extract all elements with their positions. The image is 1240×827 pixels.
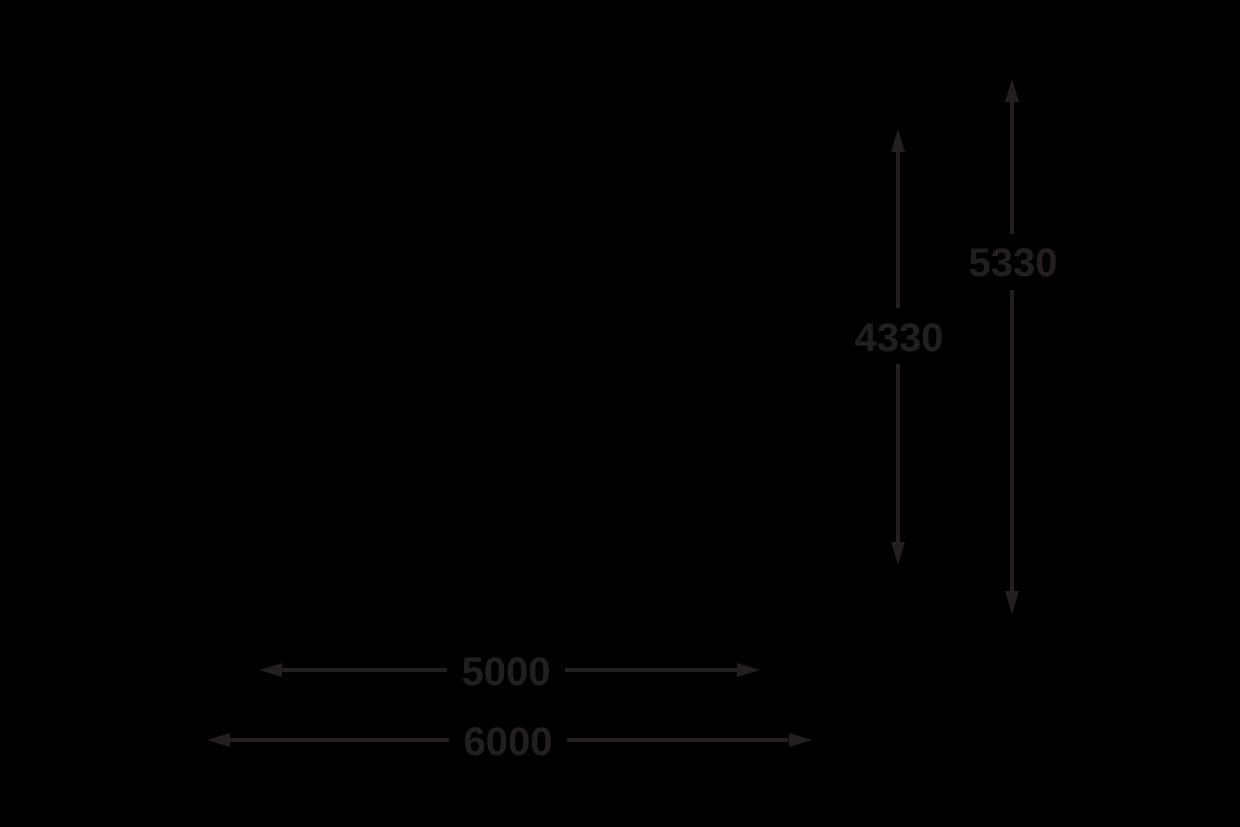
dimension-label-vertical-inner: 4330	[854, 316, 944, 360]
dimension-line-segment	[278, 668, 447, 672]
dimension-line-segment	[567, 738, 788, 742]
dimension-line-segment	[896, 364, 900, 544]
left-arrowhead-icon	[256, 663, 282, 677]
dimension-label-horizontal-inner: 5000	[461, 650, 551, 694]
dimension-line-segment	[1010, 97, 1014, 234]
up-arrowhead-icon	[891, 126, 905, 152]
dimension-line-segment	[226, 738, 449, 742]
dimension-line-segment	[565, 668, 737, 672]
dimension-line-segment	[1010, 290, 1014, 592]
dimension-line-segment	[896, 147, 900, 308]
right-arrowhead-icon	[789, 733, 815, 747]
down-arrowhead-icon	[1005, 591, 1019, 617]
dimension-label-vertical-outer: 5330	[968, 241, 1058, 285]
dimension-label-horizontal-outer: 6000	[463, 720, 553, 764]
down-arrowhead-icon	[891, 542, 905, 568]
up-arrowhead-icon	[1005, 76, 1019, 102]
right-arrowhead-icon	[737, 663, 763, 677]
left-arrowhead-icon	[204, 733, 230, 747]
